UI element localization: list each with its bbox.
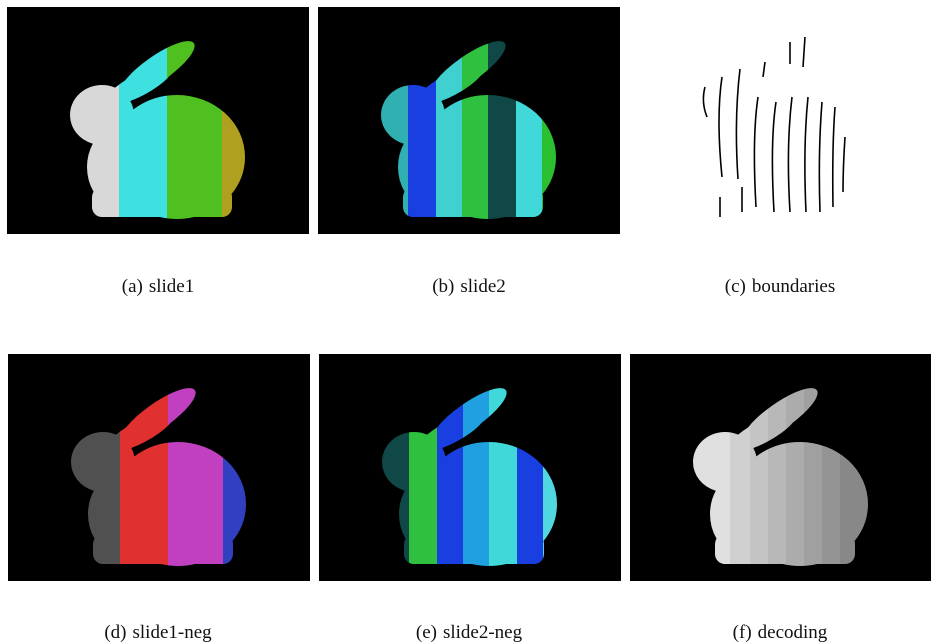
caption-text: boundaries bbox=[752, 276, 835, 297]
caption-text: decoding bbox=[758, 622, 828, 643]
label: (c) bbox=[725, 276, 746, 297]
panel-decoding bbox=[630, 354, 931, 581]
label: (d) bbox=[104, 622, 126, 643]
panel-boundaries bbox=[630, 7, 931, 234]
label: (a) bbox=[122, 276, 143, 297]
panel-slide2-neg bbox=[319, 354, 621, 581]
panel-slide1 bbox=[7, 7, 309, 234]
caption: (b) slide2 bbox=[432, 276, 506, 297]
label: (f) bbox=[733, 622, 752, 643]
panel-slide1-neg bbox=[8, 354, 310, 581]
label: (e) bbox=[416, 622, 437, 643]
caption-text: slide1-neg bbox=[133, 622, 213, 643]
caption: (d) slide1-neg bbox=[104, 622, 212, 643]
caption: (e) slide2-neg bbox=[416, 622, 523, 643]
panel-slide2 bbox=[318, 7, 620, 234]
label: (b) bbox=[432, 276, 454, 297]
caption-text: slide2 bbox=[460, 276, 505, 297]
caption-text: slide1 bbox=[149, 276, 194, 297]
caption: (c) boundaries bbox=[725, 276, 835, 297]
caption-text: slide2-neg bbox=[443, 622, 523, 643]
caption: (f) decoding bbox=[733, 622, 828, 643]
figure: (a) slide1 (b) slide2 (c) boundaries (d) sli… bbox=[0, 0, 931, 644]
caption: (a) slide1 bbox=[122, 276, 194, 297]
